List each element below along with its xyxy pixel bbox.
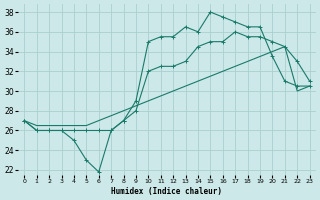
- X-axis label: Humidex (Indice chaleur): Humidex (Indice chaleur): [111, 187, 222, 196]
